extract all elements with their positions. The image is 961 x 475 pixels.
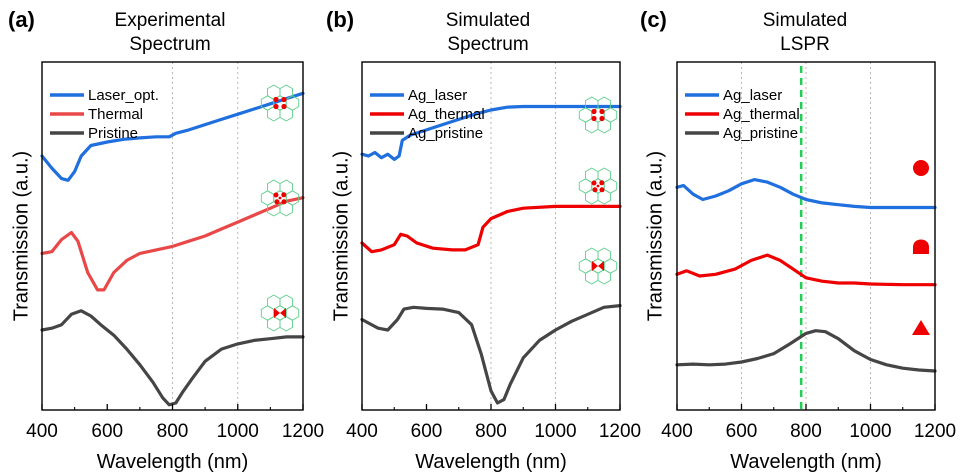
x-tick-label: 1000 bbox=[217, 421, 259, 442]
x-tick-label: 800 bbox=[475, 421, 507, 442]
x-tick-label: 800 bbox=[157, 421, 189, 442]
series-line-1 bbox=[360, 104, 622, 161]
legend-label: Ag_pristine bbox=[408, 125, 483, 142]
legend-label: Ag_laser bbox=[723, 87, 782, 104]
triangle-marker-icon bbox=[912, 320, 930, 335]
series-line-2 bbox=[360, 204, 622, 254]
hexagon-triple-icon bbox=[578, 167, 618, 205]
x-tick-label: 600 bbox=[726, 421, 758, 442]
hexagon-quad-icon bbox=[260, 84, 300, 122]
x-tick-label: 1200 bbox=[599, 421, 641, 442]
x-tick-label: 1000 bbox=[849, 421, 891, 442]
legend-label: Ag_thermal bbox=[723, 106, 800, 123]
chart-title: LSPR bbox=[780, 34, 830, 55]
x-axis-label: Wavelength (nm) bbox=[730, 451, 882, 473]
x-tick-label: 400 bbox=[26, 421, 58, 442]
legend-label: Pristine bbox=[88, 125, 138, 142]
series-line-3 bbox=[40, 309, 305, 407]
chart-panel-a: (a) Experimental Spectrum Laser_opt. Thermal… bbox=[8, 7, 324, 473]
half-dome-marker-icon bbox=[913, 239, 929, 254]
x-tick-label: 1000 bbox=[534, 421, 576, 442]
series-line-3 bbox=[360, 304, 622, 405]
x-tick-label: 1200 bbox=[914, 421, 956, 442]
series-line-2 bbox=[675, 253, 937, 287]
series-line-2 bbox=[40, 196, 305, 292]
hexagon-bowtie-icon bbox=[260, 294, 300, 332]
panel-label: (c) bbox=[640, 7, 667, 32]
hexagon-triple-icon bbox=[260, 179, 300, 217]
x-tick-label: 400 bbox=[346, 421, 378, 442]
circle-marker-icon bbox=[913, 160, 929, 176]
x-axis-label: Wavelength (nm) bbox=[415, 451, 567, 473]
x-tick-label: 600 bbox=[411, 421, 443, 442]
chart-title: Simulated bbox=[446, 10, 531, 31]
series-line-3 bbox=[675, 329, 937, 373]
legend-label: Thermal bbox=[88, 106, 143, 123]
x-tick-label: 400 bbox=[661, 421, 693, 442]
chart-title: Spectrum bbox=[129, 34, 210, 55]
series-line-1 bbox=[675, 178, 937, 210]
chart-title: Experimental bbox=[115, 10, 226, 31]
hexagon-bowtie-icon bbox=[578, 247, 618, 285]
legend-label: Ag_thermal bbox=[408, 106, 485, 123]
panel-label: (b) bbox=[326, 7, 354, 32]
panel-label: (a) bbox=[8, 7, 35, 32]
chart-title: Simulated bbox=[763, 10, 848, 31]
chart-panel-b: (b) Simulated Spectrum Ag_laser Ag_thermal Ag… bbox=[326, 7, 641, 473]
legend-label: Laser_opt. bbox=[88, 87, 159, 104]
chart-panel-c: (c) Simulated LSPR Ag_laser Ag_thermal Ag_pri… bbox=[640, 7, 956, 473]
legend-label: Ag_laser bbox=[408, 87, 467, 104]
x-tick-label: 1200 bbox=[282, 421, 324, 442]
y-axis-label: Transmission (a.u.) bbox=[644, 151, 666, 321]
x-tick-label: 800 bbox=[790, 421, 822, 442]
x-axis-label: Wavelength (nm) bbox=[97, 451, 249, 473]
y-axis-label: Transmission (a.u.) bbox=[330, 151, 352, 321]
chart-title: Spectrum bbox=[447, 34, 528, 55]
y-axis-label: Transmission (a.u.) bbox=[10, 151, 32, 321]
legend-label: Ag_pristine bbox=[723, 125, 798, 142]
x-tick-label: 600 bbox=[91, 421, 123, 442]
hexagon-quad-icon bbox=[578, 96, 618, 134]
series-line-1 bbox=[40, 91, 305, 182]
